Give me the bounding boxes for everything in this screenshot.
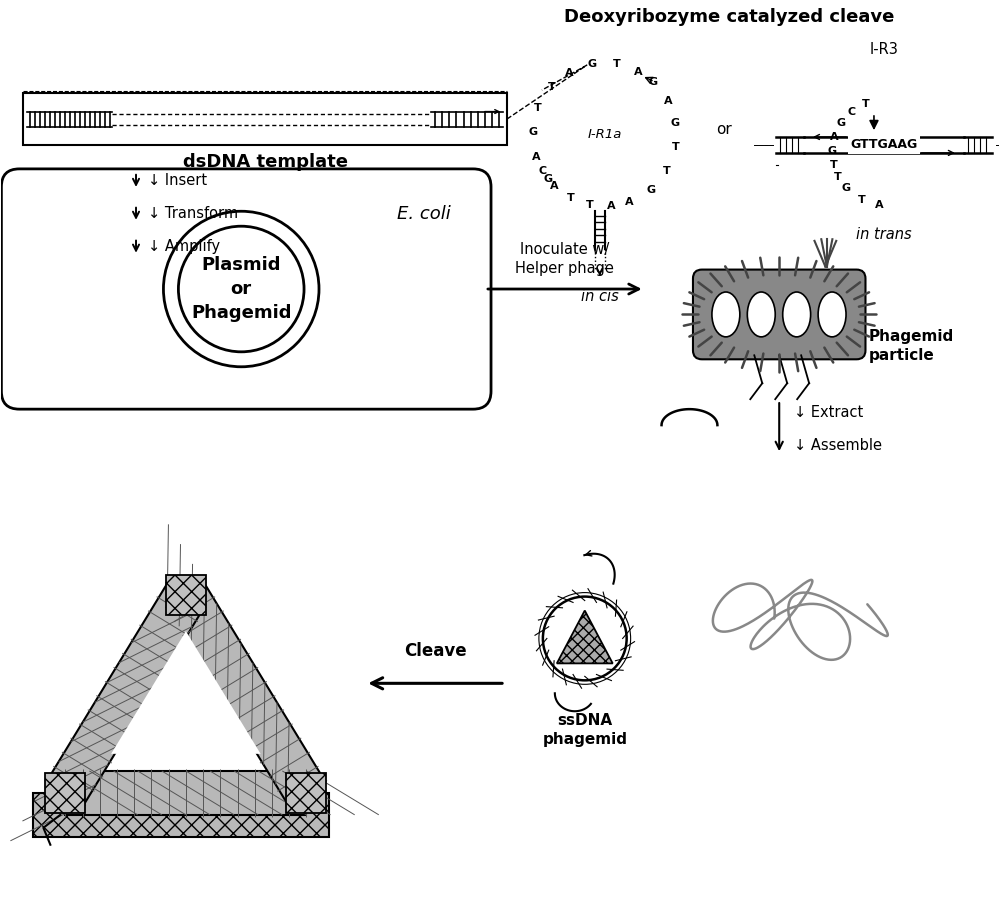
Text: T: T [567, 193, 575, 203]
Ellipse shape [818, 292, 846, 337]
Text: A: A [875, 199, 884, 210]
Text: Inoculate w/
Helper phage: Inoculate w/ Helper phage [515, 243, 614, 276]
Text: T: T [862, 99, 870, 109]
Bar [286, 773, 326, 812]
FancyBboxPatch shape [1, 169, 491, 409]
Text: in cis: in cis [581, 289, 619, 303]
Polygon shape [557, 610, 613, 664]
Text: C: C [848, 108, 856, 117]
Text: ↓ Assemble: ↓ Assemble [794, 438, 882, 453]
Ellipse shape [783, 292, 811, 337]
Text: A: A [564, 68, 573, 78]
Text: T: T [613, 60, 621, 69]
Bar [33, 793, 329, 837]
Text: Plasmid
or
Phagemid: Plasmid or Phagemid [191, 256, 291, 322]
Bar [45, 773, 85, 812]
Text: ↓ Insert: ↓ Insert [148, 174, 207, 188]
Text: G: G [528, 128, 538, 138]
Text: G: G [837, 119, 846, 128]
Text: G: G [544, 175, 553, 184]
Text: Phagemid
particle: Phagemid particle [868, 329, 954, 363]
Text: T: T [663, 165, 671, 176]
Bar [166, 575, 206, 615]
Text: T: T [672, 142, 679, 153]
Text: T: T [858, 195, 866, 205]
Polygon shape [65, 771, 306, 815]
Text: ↓ Amplify: ↓ Amplify [148, 239, 220, 255]
Ellipse shape [747, 292, 775, 337]
Text: A: A [634, 66, 643, 76]
Text: in trans: in trans [856, 227, 912, 242]
Text: T: T [830, 160, 837, 170]
Polygon shape [167, 584, 325, 804]
Text: G: G [671, 118, 680, 128]
Text: I-R1a: I-R1a [588, 129, 622, 142]
Text: A: A [664, 96, 672, 107]
Text: T: T [534, 103, 542, 113]
Text: G: G [588, 60, 597, 69]
Text: I-R3: I-R3 [869, 42, 898, 57]
Text: T: T [586, 200, 594, 210]
Text: dsDNA template: dsDNA template [183, 153, 348, 171]
Text: A: A [607, 201, 615, 211]
Text: A: A [532, 153, 541, 162]
Text: ssDNA
phagemid: ssDNA phagemid [542, 713, 627, 747]
Polygon shape [47, 584, 205, 804]
Polygon shape [111, 631, 261, 754]
Text: T: T [834, 172, 842, 182]
Text: C: C [538, 165, 547, 176]
Ellipse shape [712, 292, 740, 337]
Text: Cleave: Cleave [404, 642, 466, 661]
Text: GTTGAAG: GTTGAAG [850, 139, 918, 152]
Text: G: G [828, 146, 837, 156]
Text: A: A [550, 181, 558, 191]
Text: G: G [648, 76, 657, 86]
Text: ↓ Extract: ↓ Extract [794, 405, 863, 420]
Text: A: A [830, 132, 839, 142]
Text: ↓ Transform: ↓ Transform [148, 206, 238, 221]
Text: Deoxyribozyme catalyzed cleave: Deoxyribozyme catalyzed cleave [564, 8, 895, 27]
Text: T: T [547, 82, 555, 92]
Text: E. coli: E. coli [397, 205, 451, 222]
Text: G: G [646, 185, 655, 195]
Text: A: A [625, 198, 634, 208]
FancyBboxPatch shape [693, 269, 865, 359]
Bar [23, 93, 507, 145]
Text: or: or [717, 122, 732, 138]
Text: G: G [841, 183, 851, 193]
